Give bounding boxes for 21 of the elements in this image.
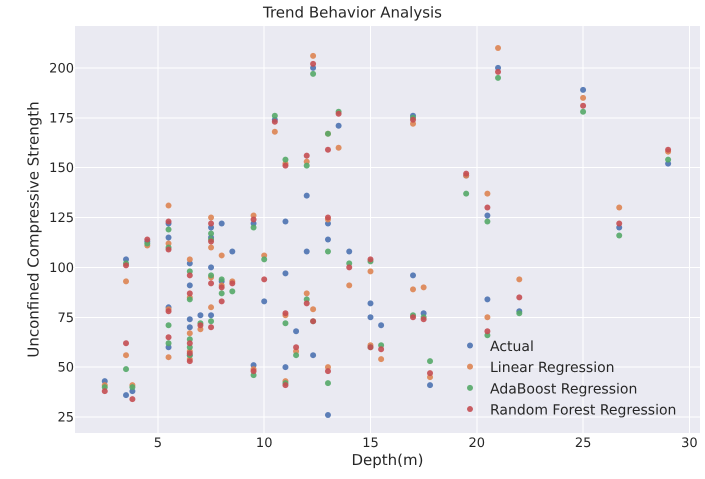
y-tick-label: 100 <box>49 260 74 276</box>
x-tick-label: 5 <box>154 436 162 451</box>
y-tick-label: 125 <box>49 211 74 226</box>
x-tick-label: 15 <box>362 436 379 451</box>
x-axis-title: Depth(m) <box>351 451 424 469</box>
y-tick-label: 200 <box>49 61 74 76</box>
y-tick-label: 50 <box>57 360 74 376</box>
x-tick-label: 10 <box>256 436 272 451</box>
x-tick-label: 25 <box>574 436 592 451</box>
legend-label: Actual <box>490 338 534 355</box>
legend-label: AdaBoost Regression <box>490 381 638 398</box>
legend-label: Random Forest Regression <box>490 402 676 419</box>
y-tick-label: 175 <box>49 111 74 126</box>
x-tick-label: 20 <box>468 436 486 451</box>
y-tick-label: 75 <box>57 310 74 326</box>
legend-label: Linear Regression <box>490 360 615 376</box>
chart-title: Trend Behavior Analysis <box>262 4 442 22</box>
y-axis-title: Unconfined Compressive Strength <box>24 101 42 358</box>
y-tick-label: 25 <box>57 410 74 426</box>
y-tick-label: 150 <box>49 161 74 176</box>
x-tick-label: 30 <box>681 436 698 451</box>
